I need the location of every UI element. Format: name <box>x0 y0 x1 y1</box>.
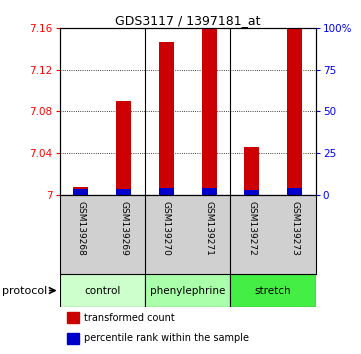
Bar <box>159 188 174 195</box>
Bar <box>230 274 316 307</box>
Text: phenylephrine: phenylephrine <box>150 286 225 296</box>
Text: control: control <box>84 286 121 296</box>
Bar <box>73 189 88 195</box>
Bar <box>244 147 259 195</box>
Bar <box>60 274 145 307</box>
Text: stretch: stretch <box>255 286 291 296</box>
Bar <box>116 101 131 195</box>
Text: GSM139268: GSM139268 <box>77 201 86 256</box>
Bar <box>159 42 174 195</box>
Bar <box>287 28 302 195</box>
Text: percentile rank within the sample: percentile rank within the sample <box>84 333 249 343</box>
Bar <box>201 188 217 195</box>
Bar <box>67 333 79 344</box>
Bar <box>73 187 88 195</box>
Text: GSM139269: GSM139269 <box>119 201 128 256</box>
Bar <box>116 189 131 195</box>
Text: protocol: protocol <box>2 286 47 296</box>
Text: GSM139270: GSM139270 <box>162 201 171 256</box>
Text: GSM139273: GSM139273 <box>290 201 299 256</box>
Text: GSM139272: GSM139272 <box>247 201 256 256</box>
Text: transformed count: transformed count <box>84 313 175 322</box>
Bar <box>67 312 79 323</box>
Bar <box>244 190 259 195</box>
Bar <box>201 28 217 195</box>
Text: GSM139271: GSM139271 <box>205 201 214 256</box>
Bar <box>287 188 302 195</box>
Title: GDS3117 / 1397181_at: GDS3117 / 1397181_at <box>115 14 261 27</box>
Bar <box>145 274 230 307</box>
